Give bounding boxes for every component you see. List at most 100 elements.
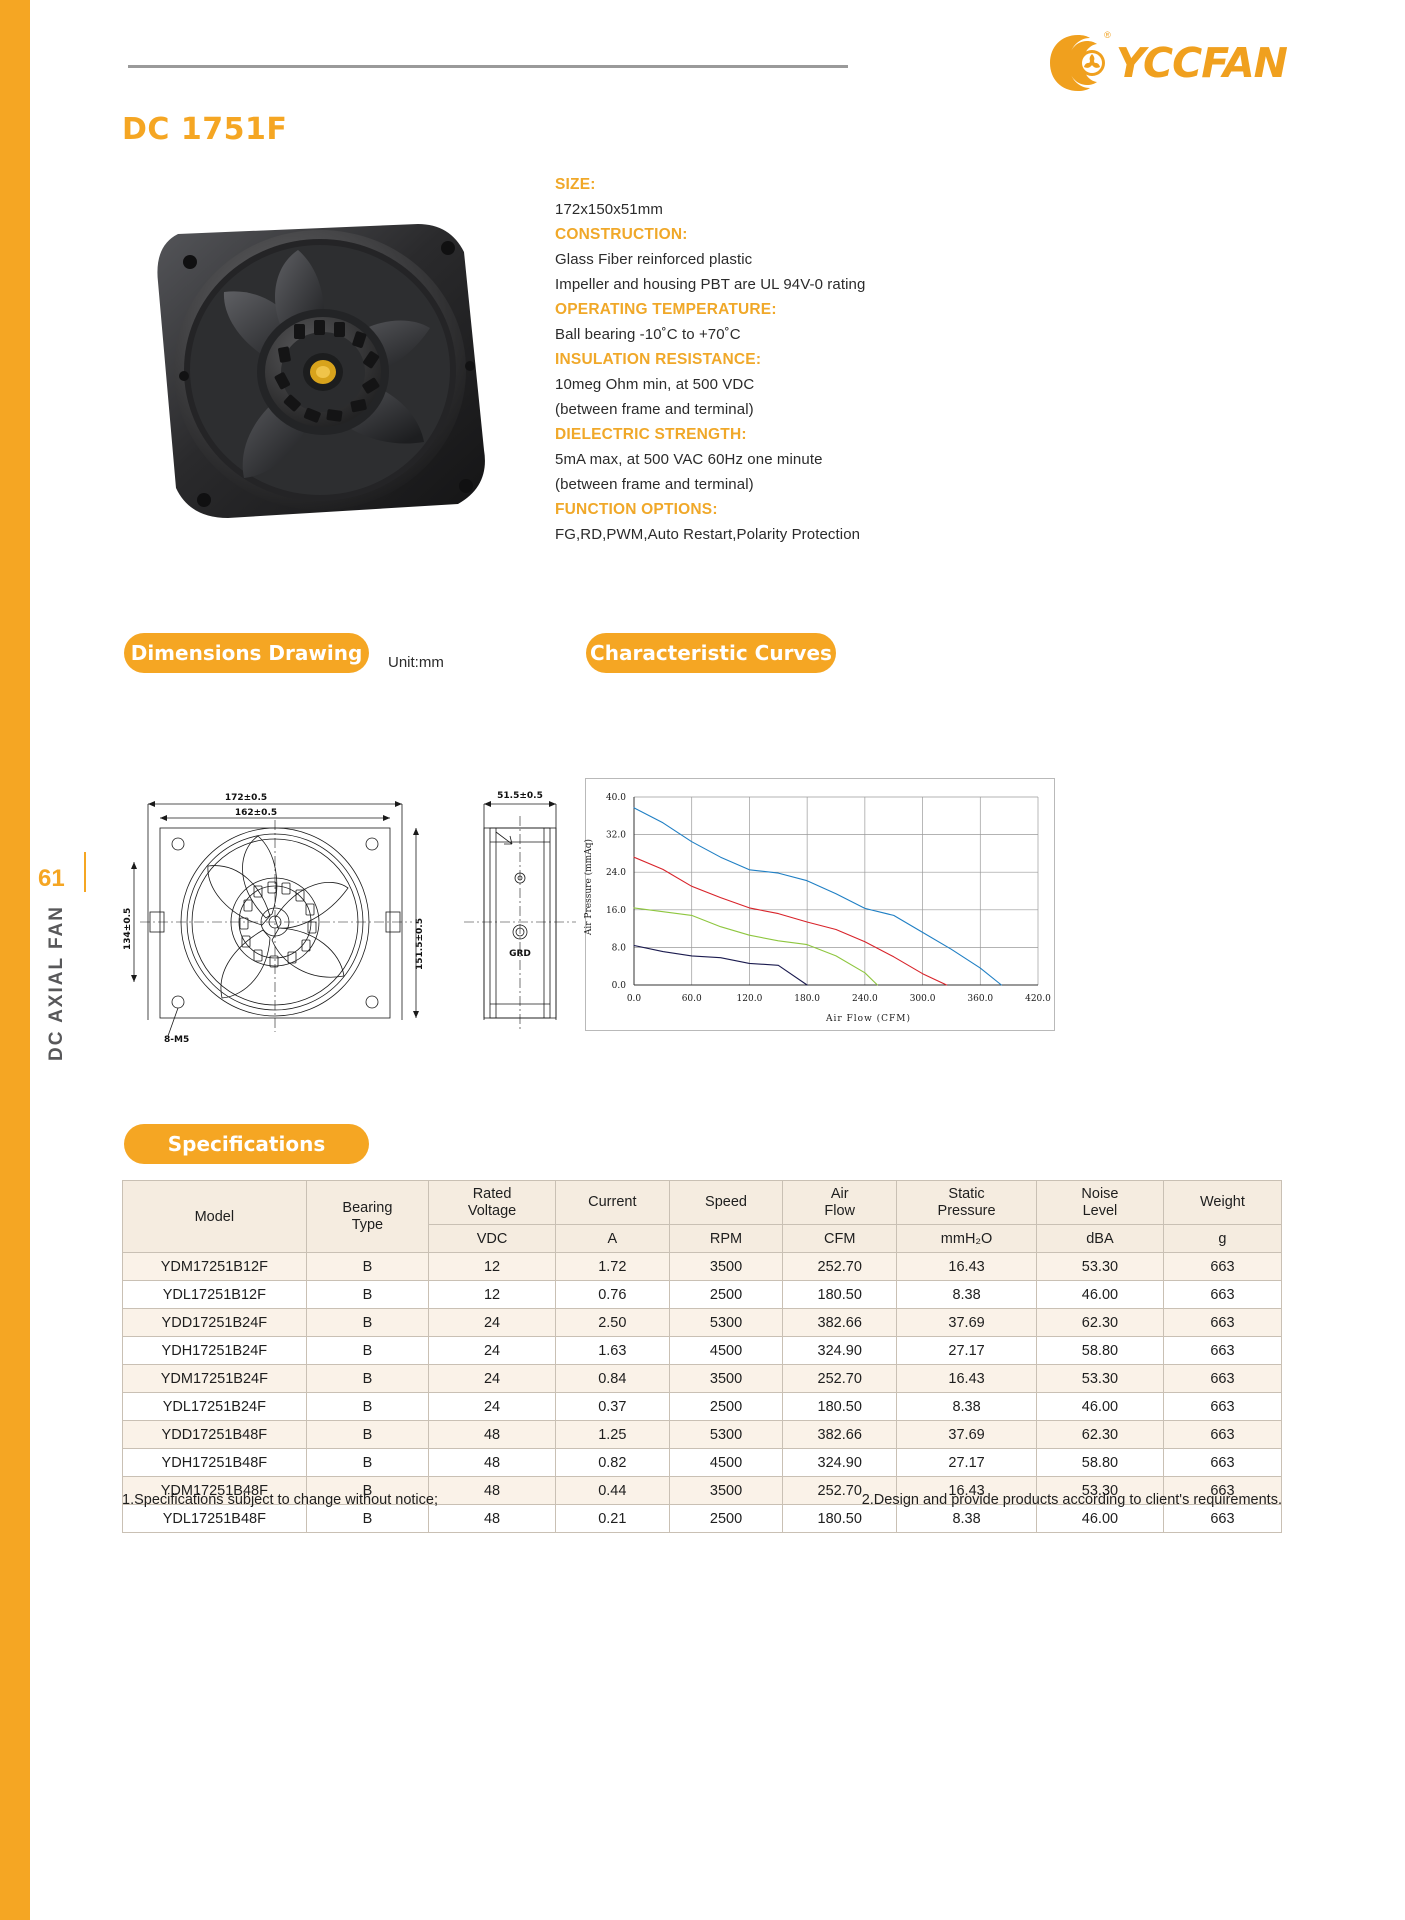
page-number: 61 [38,865,65,892]
spec-value-size: 172x150x51mm [555,201,663,218]
table-cell: 0.37 [554,1392,670,1421]
table-cell: 53.30 [1036,1364,1164,1393]
table-cell: 252.70 [782,1252,898,1281]
chart-x-tick: 120.0 [737,994,763,1004]
specification-list: SIZE: 172x150x51mm CONSTRUCTION: Glass F… [555,172,1035,547]
table-cell: 663 [1162,1448,1283,1477]
table-cell: 48 [428,1420,556,1449]
table-cell: B [305,1392,430,1421]
table-cell: B [305,1336,430,1365]
table-cell: 663 [1162,1476,1283,1505]
product-photo [118,200,518,540]
table-cell: 1.72 [554,1252,670,1281]
table-row: YDM17251B12F B 12 1.72 3500 252.70 16.43 53.30 6… [122,1252,1283,1281]
table-cell: 3500 [668,1364,784,1393]
unit-header-static-pressure: mmH₂O [896,1224,1038,1253]
table-header-unit-row: VDC A RPM CFM mmH₂O dBA g [123,1224,1283,1253]
col-header-static-pressure: Static Pressure [896,1180,1038,1225]
dim-inner-height: 134±0.5 [123,908,133,950]
table-cell: B [305,1364,430,1393]
unit-header-air-flow: CFM [782,1224,898,1253]
table-cell: 180.50 [782,1392,898,1421]
table-row: YDL17251B48F B 48 0.21 2500 180.50 8.38 46.00 66… [122,1504,1283,1533]
table-cell: 4500 [668,1336,784,1365]
chart-y-tick: 40.0 [606,793,626,803]
chart-x-tick: 60.0 [682,994,702,1004]
left-accent-bar [0,0,30,1920]
registered-trademark-icon: ® [1104,30,1111,40]
cell-model: YDH17251B48F [122,1448,307,1477]
spec-value-function-options: FG,RD,PWM,Auto Restart,Polarity Protecti… [555,526,861,543]
chart-series-5300rpm [633,807,1002,986]
chart-y-tick: 16.0 [606,906,626,916]
spec-heading-operating-temperature: OPERATING TEMPERATURE: [555,301,777,318]
col-header-noise-level: Noise Level [1036,1180,1164,1225]
table-cell: 382.66 [782,1308,898,1337]
table-cell: 48 [428,1448,556,1477]
unit-header-current: A [554,1224,670,1253]
table-cell: B [305,1252,430,1281]
table-cell: B [305,1504,430,1533]
table-cell: 663 [1162,1336,1283,1365]
cell-model: YDL17251B12F [122,1280,307,1309]
chart-x-tick: 240.0 [852,994,878,1004]
characteristic-curves-chart: Air Pressure (mmAq) Air Flow (CFM) 0.0 60… [584,778,1055,1031]
table-cell: 62.30 [1036,1308,1164,1337]
footnotes: 1.Specifications subject to change witho… [122,1492,1282,1508]
table-cell: 0.84 [554,1364,670,1393]
table-cell: 2500 [668,1504,784,1533]
table-cell: 0.21 [554,1504,670,1533]
table-cell: 46.00 [1036,1504,1164,1533]
cell-model: YDM17251B12F [122,1252,307,1281]
table-cell: 24 [428,1336,556,1365]
table-cell: 252.70 [782,1476,898,1505]
brand-logo: ® YCCFAN [1047,30,1288,94]
dim-side-width: 51.5±0.5 [497,791,543,801]
table-cell: 27.17 [896,1448,1038,1477]
table-cell: 58.80 [1036,1448,1164,1477]
table-cell: 663 [1162,1308,1283,1337]
table-cell: B [305,1448,430,1477]
spec-value-dielectric-2: (between frame and terminal) [555,476,754,493]
spec-heading-size: SIZE: [555,176,596,193]
chart-x-tick: 360.0 [967,994,993,1004]
table-cell: 324.90 [782,1336,898,1365]
table-cell: 180.50 [782,1280,898,1309]
col-header-rated-voltage: Rated Voltage [428,1180,556,1225]
cell-model: YDM17251B48F [122,1476,307,1505]
characteristic-curves-pill: Characteristic Curves [586,633,836,673]
table-cell: 252.70 [782,1364,898,1393]
ground-label: GRD [509,949,531,959]
header-rule [128,65,848,68]
table-cell: 1.63 [554,1336,670,1365]
table-row: YDH17251B48F B 48 0.82 4500 324.90 27.17 58.80 6… [122,1448,1283,1477]
table-cell: 16.43 [896,1252,1038,1281]
page-title: DC 1751F [122,112,288,147]
chart-x-tick: 180.0 [794,994,820,1004]
table-cell: 8.38 [896,1280,1038,1309]
dim-hole-note: 8-M5 [164,1035,189,1045]
table-cell: 24 [428,1392,556,1421]
chart-x-tick: 300.0 [910,994,936,1004]
footnote-left: 1.Specifications subject to change witho… [122,1492,438,1508]
table-cell: 8.38 [896,1504,1038,1533]
specifications-pill: Specifications [124,1124,369,1164]
table-row: YDM17251B24F B 24 0.84 3500 252.70 16.43 53.30 6… [122,1364,1283,1393]
table-cell: 48 [428,1504,556,1533]
table-cell: 46.00 [1036,1392,1164,1421]
table-cell: 663 [1162,1420,1283,1449]
table-cell: 1.25 [554,1420,670,1449]
chart-x-tick: 0.0 [627,994,642,1004]
table-cell: 24 [428,1364,556,1393]
brand-name: YCCFAN [1115,39,1288,87]
table-cell: 0.76 [554,1280,670,1309]
table-cell: 2.50 [554,1308,670,1337]
chart-series-3500rpm [633,907,878,986]
cell-model: YDL17251B24F [122,1392,307,1421]
table-cell: 27.17 [896,1336,1038,1365]
unit-header-rated-voltage: VDC [428,1224,556,1253]
table-row: YDD17251B48F B 48 1.25 5300 382.66 37.69 62.30 6… [122,1420,1283,1449]
specifications-table: Model Bearing Type Rated Voltage Current S… [122,1180,1283,1533]
table-cell: B [305,1308,430,1337]
spec-value-operating-temperature: Ball bearing -10˚C to +70˚C [555,326,741,343]
